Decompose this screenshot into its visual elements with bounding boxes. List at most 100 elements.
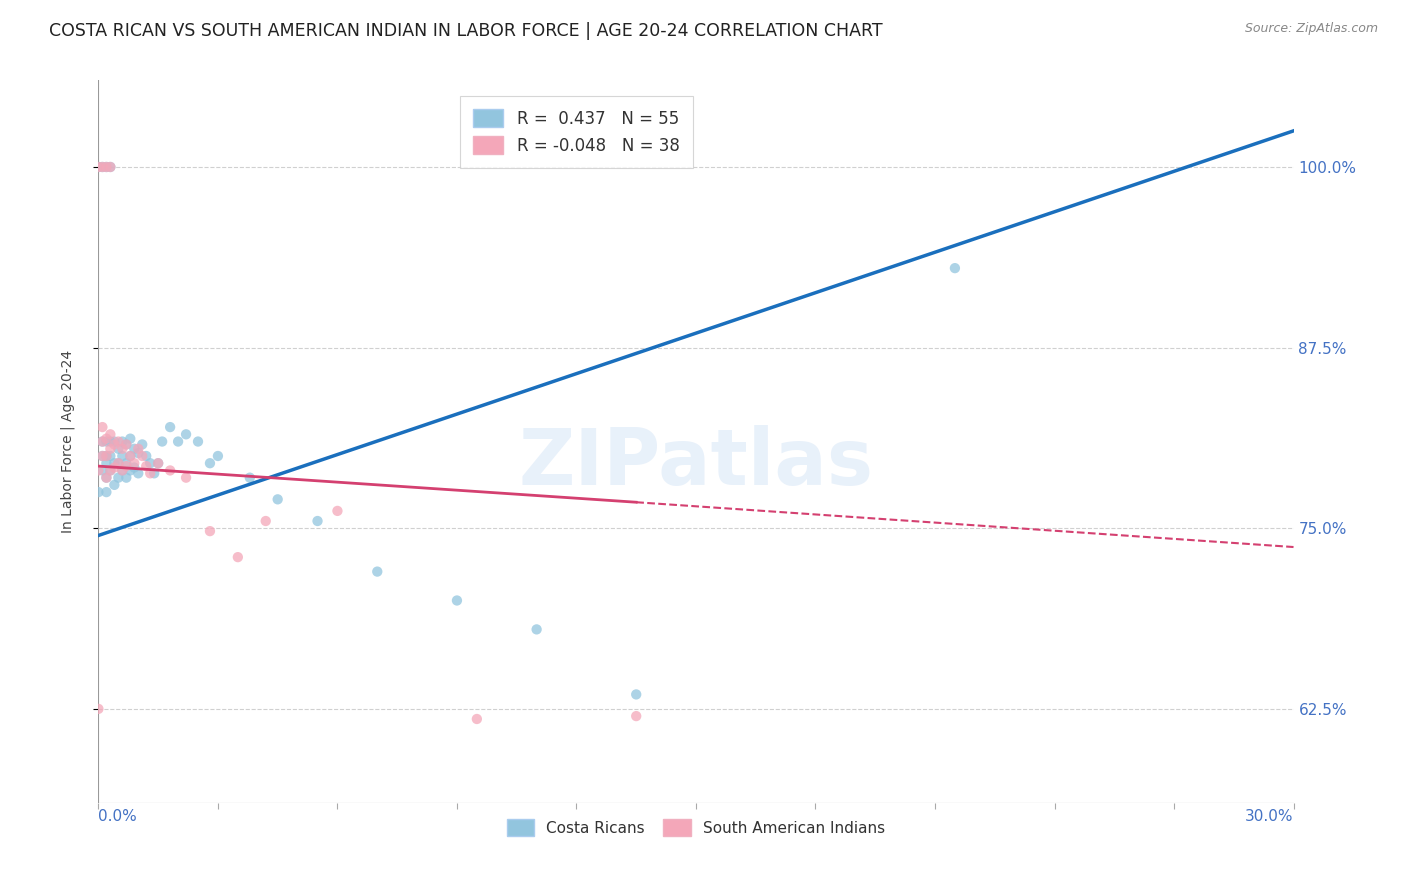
Point <box>91 463 114 477</box>
Text: Source: ZipAtlas.com: Source: ZipAtlas.com <box>1244 22 1378 36</box>
Point <box>107 471 129 485</box>
Point <box>115 459 138 474</box>
Point <box>96 471 118 485</box>
Point <box>107 456 129 470</box>
Point <box>526 623 548 637</box>
Text: COSTA RICAN VS SOUTH AMERICAN INDIAN IN LABOR FORCE | AGE 20-24 CORRELATION CHAR: COSTA RICAN VS SOUTH AMERICAN INDIAN IN … <box>49 22 883 40</box>
Point <box>198 456 221 470</box>
Point <box>96 160 118 174</box>
Point <box>626 709 648 723</box>
Point <box>96 449 118 463</box>
Point <box>174 471 197 485</box>
Point <box>148 456 170 470</box>
Text: ZIPatlas: ZIPatlas <box>519 425 873 501</box>
Point <box>111 463 134 477</box>
Point <box>465 712 488 726</box>
Point <box>131 449 153 463</box>
Point <box>91 160 114 174</box>
Point <box>254 514 277 528</box>
Point <box>366 565 388 579</box>
Point <box>87 160 110 174</box>
Point <box>107 434 129 449</box>
Point <box>159 463 181 477</box>
Point <box>139 467 162 481</box>
Point <box>96 449 118 463</box>
Point <box>87 160 110 174</box>
Point <box>131 437 153 451</box>
Point <box>124 456 146 470</box>
Point <box>98 449 122 463</box>
Point <box>174 427 197 442</box>
Point <box>124 442 146 456</box>
Point <box>143 467 166 481</box>
Point <box>120 463 142 477</box>
Point <box>187 434 209 449</box>
Point <box>115 437 138 451</box>
Point <box>120 449 142 463</box>
Point <box>326 504 349 518</box>
Point <box>91 434 114 449</box>
Point <box>98 427 122 442</box>
Point <box>148 456 170 470</box>
Point <box>120 432 142 446</box>
Point <box>135 449 157 463</box>
Point <box>127 446 149 460</box>
Point <box>120 449 142 463</box>
Point <box>96 432 118 446</box>
Point <box>267 492 290 507</box>
Point <box>115 437 138 451</box>
Point <box>150 434 173 449</box>
Point <box>446 593 468 607</box>
Point <box>98 434 122 449</box>
Point <box>111 449 134 463</box>
Text: 30.0%: 30.0% <box>1246 808 1294 823</box>
Legend: Costa Ricans, South American Indians: Costa Ricans, South American Indians <box>501 814 891 842</box>
Point <box>307 514 329 528</box>
Point <box>167 434 190 449</box>
Point <box>626 688 648 702</box>
Point <box>103 456 125 470</box>
Point <box>91 434 114 449</box>
Point <box>159 420 181 434</box>
Y-axis label: In Labor Force | Age 20-24: In Labor Force | Age 20-24 <box>60 350 75 533</box>
Point <box>111 442 134 456</box>
Point <box>96 434 118 449</box>
Point <box>115 471 138 485</box>
Point <box>107 442 129 456</box>
Point <box>103 460 125 475</box>
Point <box>96 160 118 174</box>
Point <box>127 467 149 481</box>
Point <box>124 460 146 475</box>
Point <box>98 463 122 477</box>
Point <box>96 456 118 470</box>
Point <box>103 437 125 451</box>
Point <box>207 449 229 463</box>
Point <box>239 471 262 485</box>
Point <box>127 442 149 456</box>
Point <box>98 160 122 174</box>
Point <box>98 442 122 456</box>
Point <box>135 459 157 474</box>
Point <box>103 434 125 449</box>
Point <box>111 463 134 477</box>
Point <box>87 463 110 477</box>
Point <box>91 449 114 463</box>
Point <box>96 485 118 500</box>
Point <box>87 702 110 716</box>
Point <box>98 463 122 477</box>
Point <box>198 524 221 538</box>
Point <box>91 160 114 174</box>
Point <box>103 478 125 492</box>
Point <box>115 456 138 470</box>
Point <box>87 485 110 500</box>
Text: 0.0%: 0.0% <box>98 808 138 823</box>
Point <box>139 456 162 470</box>
Point <box>91 420 114 434</box>
Point <box>107 456 129 470</box>
Point <box>111 434 134 449</box>
Point <box>943 261 966 276</box>
Point <box>91 449 114 463</box>
Point <box>226 550 249 565</box>
Point <box>98 160 122 174</box>
Point <box>96 471 118 485</box>
